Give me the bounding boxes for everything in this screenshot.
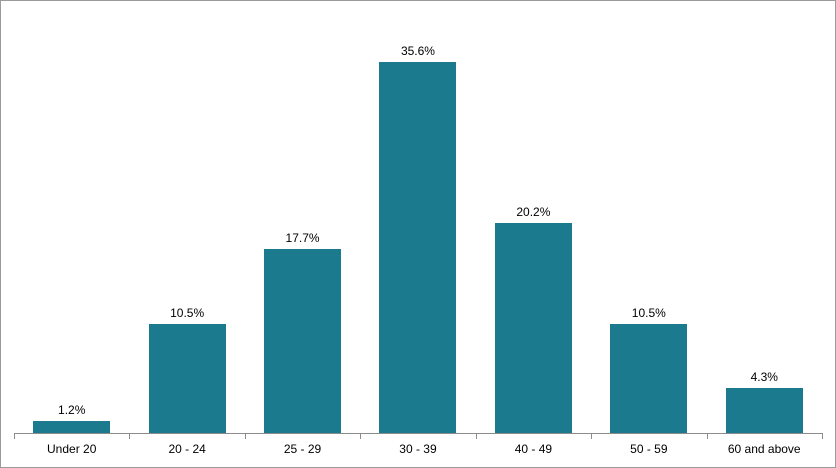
category-6: 10.5%: [591, 1, 706, 433]
bar: [264, 248, 342, 433]
category-7: 4.3%: [707, 1, 822, 433]
category-1: 1.2%: [14, 1, 129, 433]
x-axis-tick: [706, 433, 708, 439]
bar: [725, 388, 803, 433]
bar-value-label: 4.3%: [750, 370, 778, 385]
x-axis-label: 25 - 29: [283, 442, 322, 456]
x-axis-tick: [591, 433, 593, 439]
bar-value-label: 10.5%: [631, 305, 666, 320]
x-axis-labels: Under 20 20 - 24 25 - 29 30 - 39 40 - 49 50 -…: [14, 442, 822, 457]
bar-value-label: 20.2%: [516, 204, 551, 219]
bar-value-label: 17.7%: [285, 230, 320, 245]
bar: [379, 62, 457, 433]
bar-value-label: 35.6%: [400, 44, 435, 58]
x-axis-label: 40 - 49: [514, 442, 553, 456]
plot-area: 1.2% 10.5% 17.7% 35.6% 20.2% 10.5% 4.3%: [14, 1, 822, 433]
x-axis-label: Under 20: [47, 442, 97, 456]
bar-value-label: 10.5%: [170, 305, 205, 320]
category-5: 20.2%: [476, 1, 591, 433]
x-axis-label: 20 - 24: [168, 442, 206, 456]
bar: [33, 420, 111, 433]
x-axis-tick: [475, 433, 477, 439]
x-axis-label: 60 and above: [727, 442, 801, 456]
x-axis-tick: [360, 433, 362, 439]
x-axis-tick: [14, 433, 15, 439]
bar-value-label: 1.2%: [58, 402, 86, 417]
category-2: 10.5%: [129, 1, 244, 433]
x-axis-tick: [244, 433, 246, 439]
x-axis-tick: [129, 433, 131, 439]
x-axis-label: 30 - 39: [399, 442, 437, 456]
category-4: 35.6%: [360, 1, 475, 433]
x-axis-tick: [822, 433, 823, 439]
x-axis-line: [14, 433, 823, 434]
category-3: 17.7%: [245, 1, 360, 433]
bar: [148, 323, 226, 433]
bar: [610, 323, 688, 433]
x-axis-label: 50 - 59: [630, 442, 668, 456]
bar: [494, 222, 572, 433]
